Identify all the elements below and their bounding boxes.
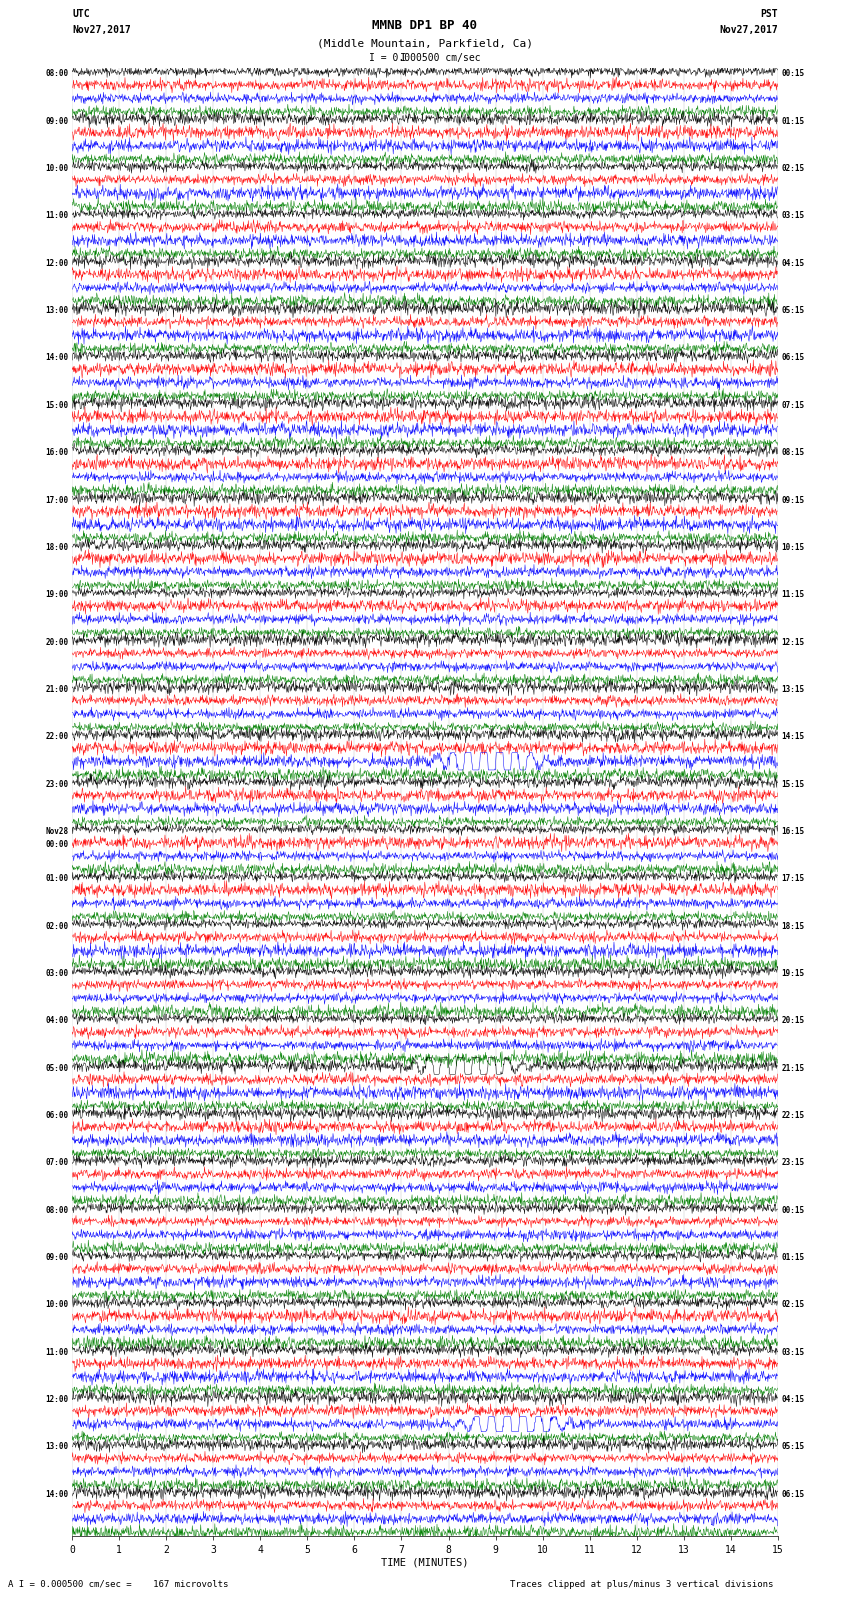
Text: 12:00: 12:00	[46, 258, 69, 268]
Text: 16:00: 16:00	[46, 448, 69, 456]
Text: 03:15: 03:15	[781, 211, 804, 221]
Text: 15:00: 15:00	[46, 400, 69, 410]
Text: 09:15: 09:15	[781, 495, 804, 505]
Text: 05:15: 05:15	[781, 1442, 804, 1452]
Text: 05:15: 05:15	[781, 306, 804, 315]
Text: 15:15: 15:15	[781, 779, 804, 789]
Text: 20:15: 20:15	[781, 1016, 804, 1026]
X-axis label: TIME (MINUTES): TIME (MINUTES)	[382, 1558, 468, 1568]
Text: 16:15: 16:15	[781, 827, 804, 836]
Text: A I = 0.000500 cm/sec =    167 microvolts: A I = 0.000500 cm/sec = 167 microvolts	[8, 1579, 229, 1589]
Text: 06:00: 06:00	[46, 1111, 69, 1119]
Text: UTC: UTC	[72, 10, 90, 19]
Text: 22:00: 22:00	[46, 732, 69, 742]
Text: 14:00: 14:00	[46, 353, 69, 363]
Text: 03:00: 03:00	[46, 969, 69, 977]
Text: 09:00: 09:00	[46, 1253, 69, 1261]
Text: 14:00: 14:00	[46, 1490, 69, 1498]
Text: 11:00: 11:00	[46, 1348, 69, 1357]
Text: 17:15: 17:15	[781, 874, 804, 884]
Text: 08:15: 08:15	[781, 448, 804, 456]
Text: 07:15: 07:15	[781, 400, 804, 410]
Text: 21:15: 21:15	[781, 1063, 804, 1073]
Text: 23:00: 23:00	[46, 779, 69, 789]
Text: MMNB DP1 BP 40: MMNB DP1 BP 40	[372, 19, 478, 32]
Text: I: I	[400, 53, 407, 63]
Text: 00:15: 00:15	[781, 1207, 804, 1215]
Text: 19:00: 19:00	[46, 590, 69, 598]
Text: 07:00: 07:00	[46, 1158, 69, 1168]
Text: 00:00: 00:00	[46, 840, 69, 848]
Text: Traces clipped at plus/minus 3 vertical divisions: Traces clipped at plus/minus 3 vertical …	[510, 1579, 774, 1589]
Text: 05:00: 05:00	[46, 1063, 69, 1073]
Text: 06:15: 06:15	[781, 1490, 804, 1498]
Text: 13:15: 13:15	[781, 686, 804, 694]
Text: Nov27,2017: Nov27,2017	[719, 26, 778, 35]
Text: 04:15: 04:15	[781, 258, 804, 268]
Text: 06:15: 06:15	[781, 353, 804, 363]
Text: I = 0.000500 cm/sec: I = 0.000500 cm/sec	[369, 53, 481, 63]
Text: 12:15: 12:15	[781, 637, 804, 647]
Text: 11:00: 11:00	[46, 211, 69, 221]
Text: 02:15: 02:15	[781, 1300, 804, 1310]
Text: 02:15: 02:15	[781, 165, 804, 173]
Text: 01:15: 01:15	[781, 1253, 804, 1261]
Text: 01:15: 01:15	[781, 116, 804, 126]
Text: 11:15: 11:15	[781, 590, 804, 598]
Text: 10:00: 10:00	[46, 1300, 69, 1310]
Text: 10:00: 10:00	[46, 165, 69, 173]
Text: 19:15: 19:15	[781, 969, 804, 977]
Text: 01:00: 01:00	[46, 874, 69, 884]
Text: 23:15: 23:15	[781, 1158, 804, 1168]
Text: 04:00: 04:00	[46, 1016, 69, 1026]
Text: PST: PST	[760, 10, 778, 19]
Text: 18:00: 18:00	[46, 544, 69, 552]
Text: 10:15: 10:15	[781, 544, 804, 552]
Text: 14:15: 14:15	[781, 732, 804, 742]
Text: 22:15: 22:15	[781, 1111, 804, 1119]
Text: 08:00: 08:00	[46, 1207, 69, 1215]
Text: 17:00: 17:00	[46, 495, 69, 505]
Text: 20:00: 20:00	[46, 637, 69, 647]
Text: 00:15: 00:15	[781, 69, 804, 79]
Text: 03:15: 03:15	[781, 1348, 804, 1357]
Text: 13:00: 13:00	[46, 306, 69, 315]
Text: 12:00: 12:00	[46, 1395, 69, 1405]
Text: (Middle Mountain, Parkfield, Ca): (Middle Mountain, Parkfield, Ca)	[317, 39, 533, 48]
Text: 08:00: 08:00	[46, 69, 69, 79]
Text: 18:15: 18:15	[781, 921, 804, 931]
Text: 13:00: 13:00	[46, 1442, 69, 1452]
Text: Nov27,2017: Nov27,2017	[72, 26, 131, 35]
Text: 21:00: 21:00	[46, 686, 69, 694]
Text: 02:00: 02:00	[46, 921, 69, 931]
Text: 04:15: 04:15	[781, 1395, 804, 1405]
Text: 09:00: 09:00	[46, 116, 69, 126]
Text: Nov28: Nov28	[46, 827, 69, 836]
